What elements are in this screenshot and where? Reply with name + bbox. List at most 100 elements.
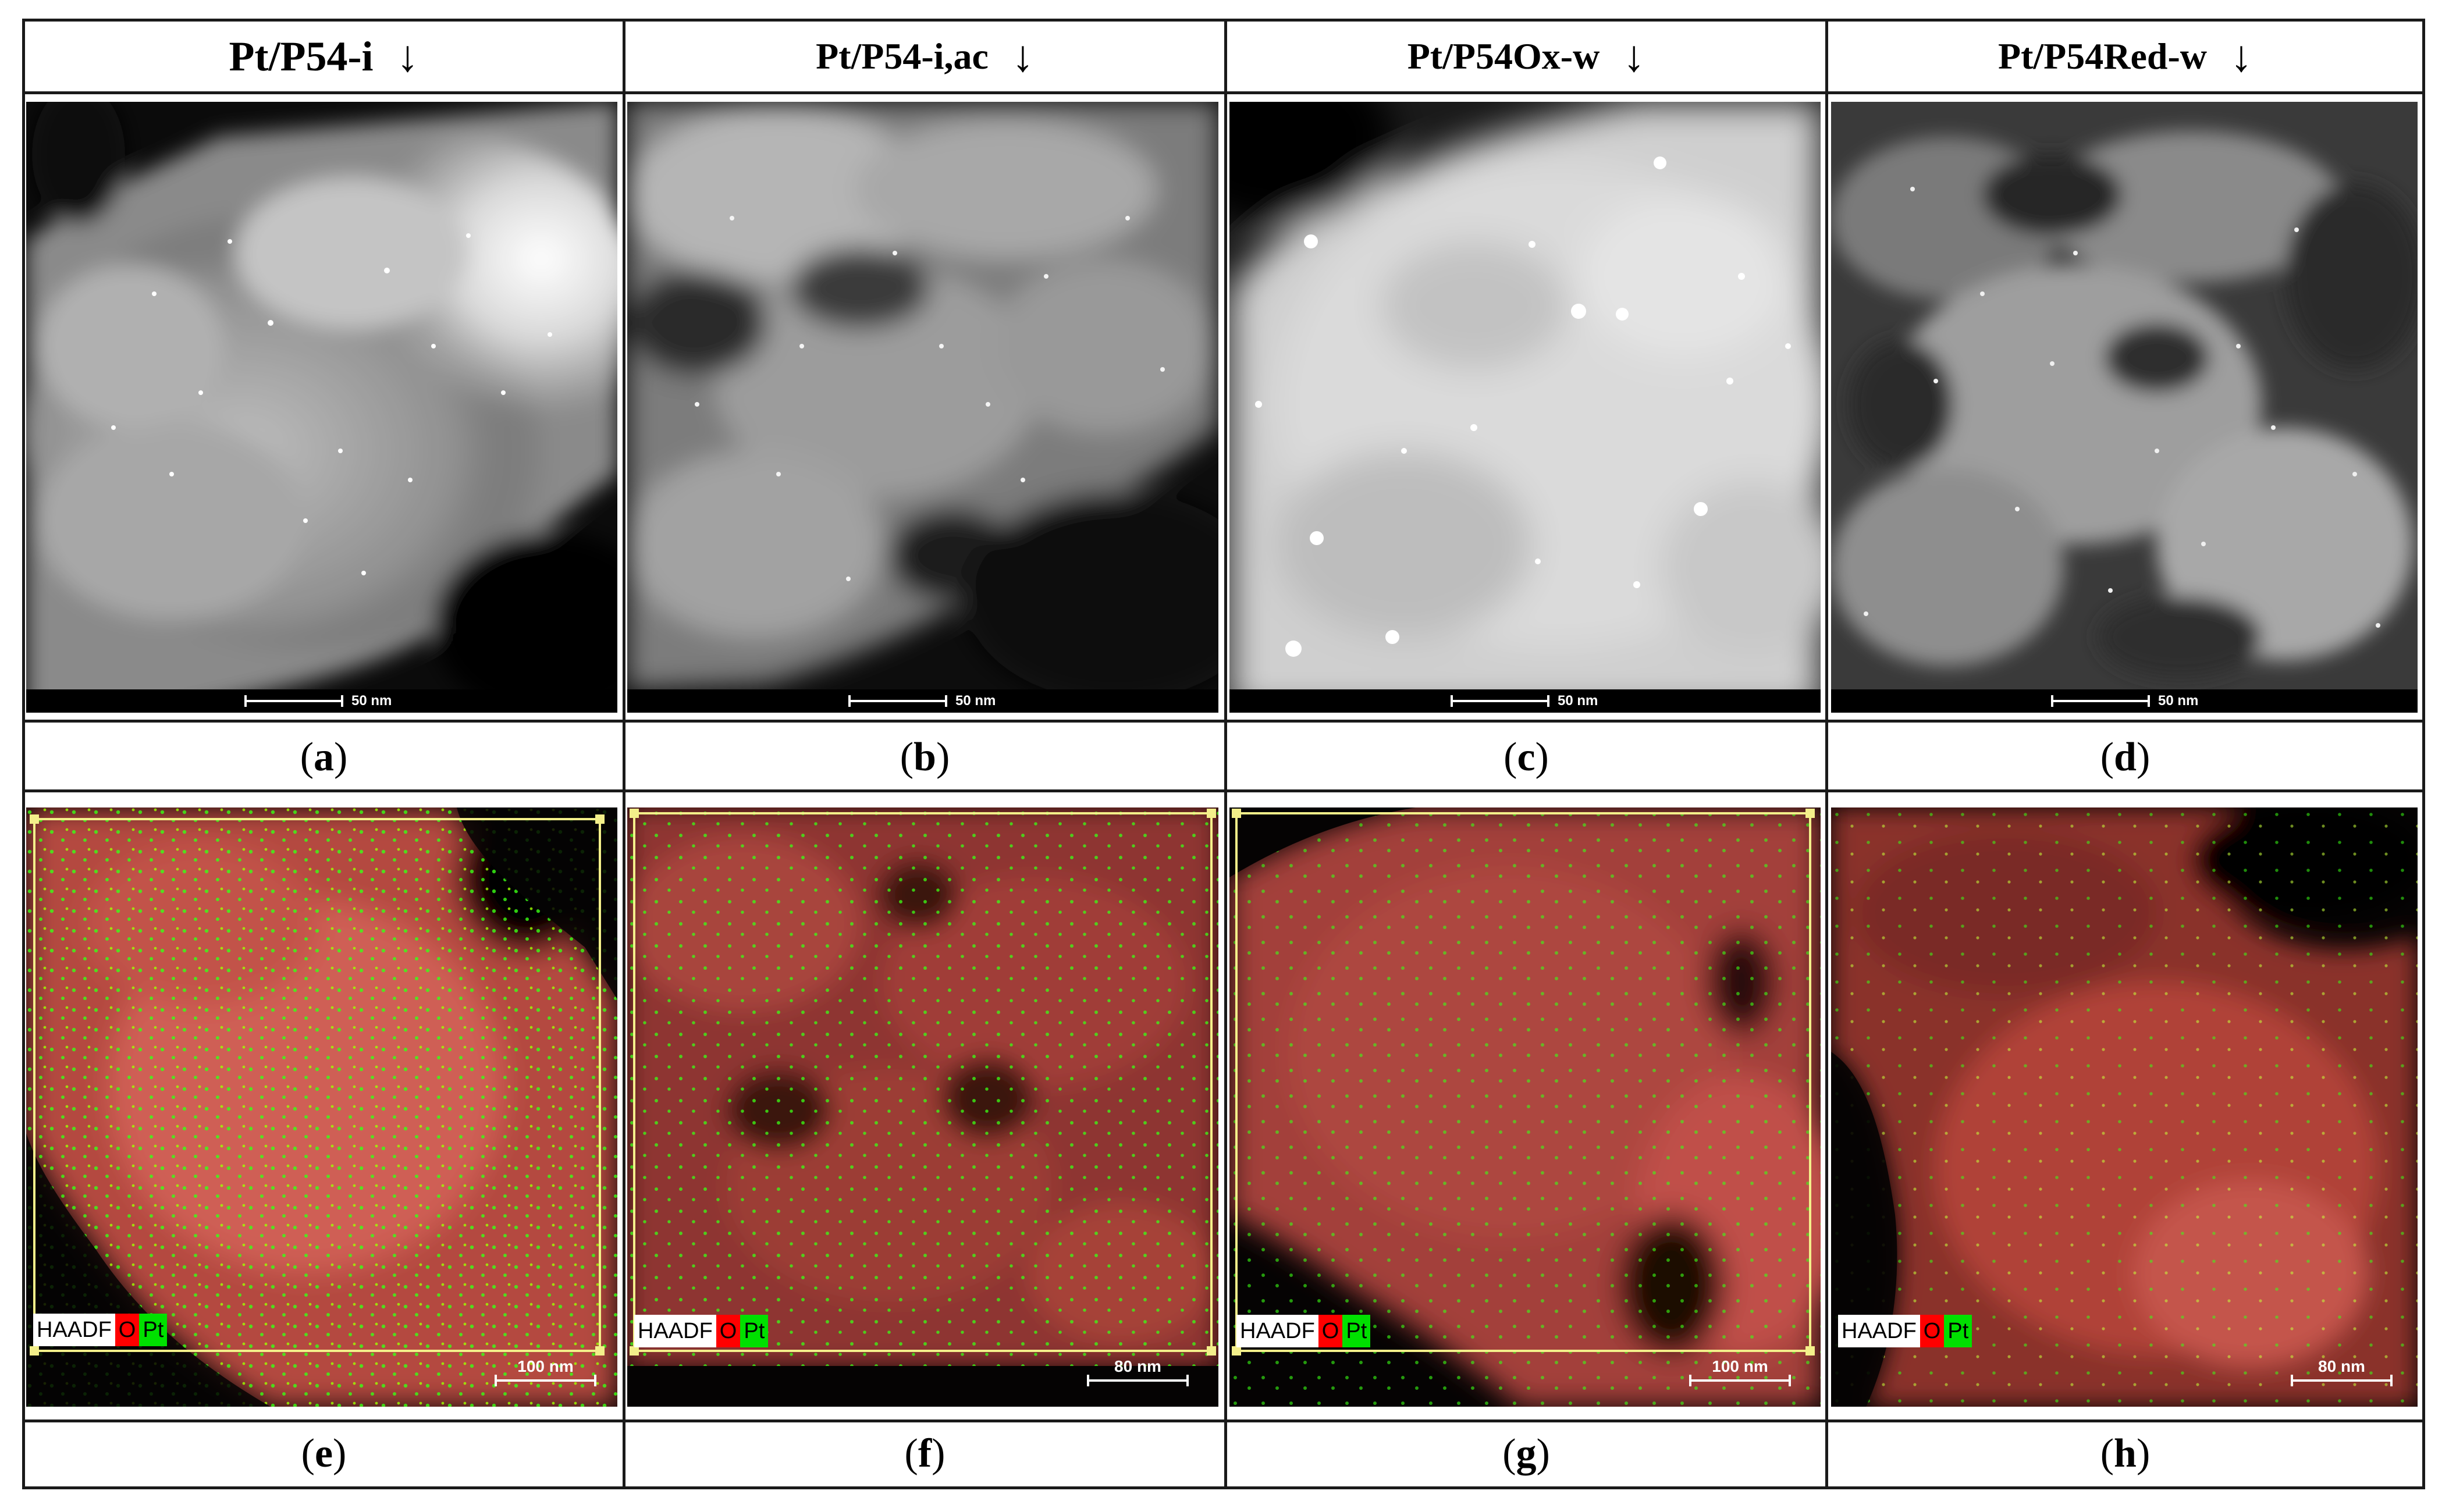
- grid-line: [22, 91, 2425, 94]
- caption-b: (b): [900, 735, 950, 780]
- legend-platinum: Pt: [1944, 1315, 1972, 1347]
- scale-bar-line: [1689, 1375, 1791, 1386]
- grid-line: [22, 720, 2425, 723]
- caption-g: (g): [1502, 1431, 1550, 1476]
- header-label: Pt/P54Ox-w: [1407, 35, 1600, 77]
- scale-bar: 80 nm: [1087, 1357, 1189, 1386]
- grid-line: [22, 1419, 2425, 1422]
- caption-d: (d): [2100, 735, 2151, 780]
- scale-bar-label: 50 nm: [351, 693, 392, 709]
- scale-bar-line: [2291, 1375, 2393, 1386]
- roi-handle[interactable]: [630, 1346, 639, 1356]
- edx-map-e: HAADF O Pt 100 nm: [26, 807, 617, 1407]
- caption-f: (f): [904, 1431, 946, 1476]
- scale-bar-label: 100 nm: [517, 1357, 574, 1375]
- grid-line: [623, 19, 625, 1489]
- column-header-3: Pt/P54Ox-w ↓: [1227, 22, 1825, 91]
- scale-bar-label: 50 nm: [2158, 693, 2199, 709]
- haadf-image-b: 50 nm: [627, 102, 1218, 713]
- header-label: Pt/P54-i,ac: [816, 35, 989, 77]
- scale-bar-line: [244, 695, 343, 707]
- caption-c: (c): [1503, 735, 1549, 780]
- scale-bar-label: 50 nm: [955, 693, 996, 709]
- legend-oxygen: O: [1318, 1315, 1343, 1347]
- caption-h: (h): [2100, 1431, 2151, 1476]
- caption-letter: d: [2114, 735, 2137, 780]
- caption-a: (a): [300, 735, 348, 780]
- scale-bar: 50 nm: [848, 693, 996, 709]
- legend-haadf: HAADF: [634, 1315, 716, 1347]
- scale-bar-line: [495, 1375, 596, 1386]
- scale-bar-line: [1087, 1375, 1189, 1386]
- roi-handle[interactable]: [595, 1346, 605, 1356]
- legend-oxygen: O: [115, 1314, 140, 1346]
- grid-line: [22, 19, 25, 1489]
- roi-box[interactable]: [1232, 809, 1815, 1356]
- scale-bar-label: 50 nm: [1558, 693, 1598, 709]
- roi-handle[interactable]: [1207, 809, 1216, 818]
- grid-line: [22, 789, 2425, 792]
- legend-haadf: HAADF: [1838, 1315, 1920, 1347]
- edx-map-g: HAADF O Pt 100 nm: [1229, 807, 1821, 1407]
- caption-letter: e: [314, 1431, 333, 1476]
- grid-line: [1825, 19, 1828, 1489]
- header-label: Pt/P54Red-w: [1997, 35, 2208, 77]
- down-arrow-icon: ↓: [1623, 31, 1645, 81]
- caption-letter: g: [1516, 1431, 1537, 1476]
- legend-platinum: Pt: [1342, 1315, 1371, 1347]
- scale-bar: 50 nm: [244, 693, 392, 709]
- legend-haadf: HAADF: [1236, 1315, 1318, 1347]
- roi-handle[interactable]: [30, 814, 39, 824]
- legend-platinum: Pt: [740, 1315, 769, 1347]
- caption-letter: b: [914, 735, 936, 780]
- legend-platinum: Pt: [139, 1314, 168, 1346]
- roi-handle[interactable]: [630, 809, 639, 818]
- scale-bar: 100 nm: [1689, 1357, 1791, 1386]
- scale-bar-line: [848, 695, 947, 707]
- caption-e: (e): [301, 1431, 347, 1476]
- scale-bar-label: 80 nm: [1114, 1357, 1161, 1375]
- haadf-image-a: 50 nm: [26, 102, 617, 713]
- scale-bar: 80 nm: [2291, 1357, 2393, 1386]
- legend-oxygen: O: [1920, 1315, 1945, 1347]
- grid-line: [2422, 19, 2425, 1489]
- header-label: Pt/P54-i: [229, 33, 374, 80]
- scale-bar-line: [1451, 695, 1549, 707]
- roi-handle[interactable]: [1805, 1346, 1815, 1356]
- roi-box[interactable]: [630, 809, 1216, 1356]
- roi-box[interactable]: [30, 814, 605, 1356]
- roi-handle[interactable]: [1207, 1346, 1216, 1356]
- element-legend: HAADF O Pt: [634, 1315, 769, 1347]
- roi-handle[interactable]: [1232, 809, 1241, 818]
- scale-bar: 100 nm: [495, 1357, 596, 1386]
- column-header-2: Pt/P54-i,ac ↓: [625, 22, 1224, 91]
- grid-line: [22, 1486, 2425, 1489]
- column-header-1: Pt/P54-i ↓: [25, 22, 623, 91]
- legend-oxygen: O: [716, 1315, 741, 1347]
- scale-bar: 50 nm: [1451, 693, 1598, 709]
- scale-bar-line: [2051, 695, 2150, 707]
- element-legend: HAADF O Pt: [1838, 1315, 1972, 1347]
- haadf-image-d: 50 nm: [1831, 102, 2418, 713]
- edx-map-f: HAADF O Pt 80 nm: [627, 807, 1218, 1407]
- caption-letter: f: [918, 1431, 932, 1476]
- scale-bar: 50 nm: [2051, 693, 2198, 709]
- roi-handle[interactable]: [1805, 809, 1815, 818]
- column-header-4: Pt/P54Red-w ↓: [1828, 22, 2422, 91]
- down-arrow-icon: ↓: [2230, 31, 2253, 81]
- roi-handle[interactable]: [30, 1346, 39, 1356]
- grid-line: [22, 19, 2425, 22]
- grid-line: [1224, 19, 1227, 1489]
- element-legend: HAADF O Pt: [33, 1314, 168, 1346]
- edx-map-h: HAADF O Pt 80 nm: [1831, 807, 2418, 1407]
- roi-handle[interactable]: [595, 814, 605, 824]
- caption-letter: a: [314, 735, 334, 780]
- down-arrow-icon: ↓: [1011, 31, 1034, 81]
- scale-bar-label: 100 nm: [1712, 1357, 1768, 1375]
- caption-letter: c: [1517, 735, 1535, 780]
- haadf-image-c: 50 nm: [1229, 102, 1821, 713]
- roi-handle[interactable]: [1232, 1346, 1241, 1356]
- down-arrow-icon: ↓: [396, 31, 419, 81]
- caption-letter: h: [2114, 1431, 2137, 1476]
